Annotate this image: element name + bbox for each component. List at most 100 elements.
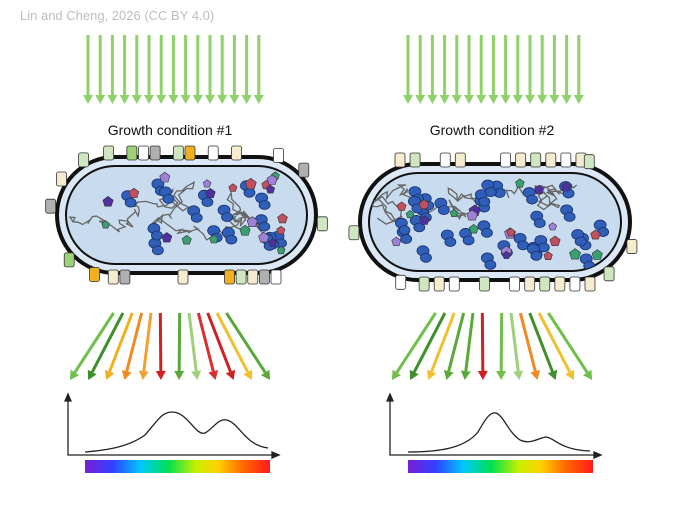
- membrane-protein: [454, 152, 466, 168]
- membrane-protein: [515, 152, 527, 168]
- ribosome: [420, 252, 432, 263]
- membrane-protein: [247, 269, 259, 285]
- protein: [590, 229, 601, 240]
- arrow-head: [260, 369, 271, 380]
- membrane-protein: [395, 274, 407, 290]
- arrow-head: [119, 95, 130, 104]
- arrow-head: [451, 95, 462, 104]
- arrow-head: [69, 369, 80, 380]
- protein: [266, 174, 278, 185]
- arrow-head: [138, 370, 149, 380]
- membrane-protein: [126, 145, 138, 161]
- membrane-protein: [569, 276, 581, 292]
- arrow-head: [525, 95, 535, 104]
- membrane-protein: [418, 276, 430, 292]
- arrow-head: [144, 95, 154, 104]
- membrane-protein: [177, 269, 189, 285]
- membrane-protein: [554, 276, 566, 292]
- protein: [268, 238, 278, 247]
- light-arrow: [196, 312, 215, 372]
- protein: [396, 201, 407, 211]
- ribosome: [478, 196, 491, 207]
- spectrum-curve: [84, 411, 269, 453]
- membrane-protein: [433, 276, 445, 292]
- protein: [159, 171, 171, 183]
- arrow-head: [241, 95, 252, 104]
- protein: [449, 208, 459, 217]
- protein: [591, 249, 603, 260]
- spectrum-bar: [85, 460, 270, 473]
- axis-arrow: [271, 451, 281, 459]
- axis-arrow: [386, 392, 394, 402]
- light-arrow: [464, 312, 475, 372]
- protein: [205, 188, 216, 198]
- axis-arrow: [64, 392, 72, 402]
- protein: [161, 232, 173, 243]
- ribosome: [221, 212, 233, 223]
- arrow-head: [192, 95, 203, 104]
- arrow-head: [582, 369, 593, 380]
- protein: [548, 222, 557, 231]
- membrane-protein: [439, 152, 451, 168]
- ribosome: [484, 187, 497, 197]
- spectrum-plot: [64, 392, 603, 473]
- ribosome: [201, 197, 214, 208]
- cell-membrane: [368, 172, 622, 272]
- arrow-head: [477, 370, 488, 380]
- membrane-protein: [258, 269, 270, 285]
- arrow-head: [104, 369, 115, 380]
- membrane-protein: [103, 145, 115, 161]
- light-arrow: [215, 312, 250, 373]
- light-arrow: [509, 312, 520, 372]
- arrow-head: [217, 95, 228, 104]
- membrane-protein: [479, 276, 490, 292]
- protein: [128, 187, 140, 198]
- membrane-protein: [231, 145, 242, 161]
- protein: [543, 251, 553, 261]
- membrane-protein: [270, 269, 282, 285]
- axis-arrow: [593, 451, 603, 459]
- cell-contents: [68, 171, 288, 256]
- arrow-head: [253, 95, 264, 104]
- ribosome: [400, 234, 413, 244]
- arrow-head: [243, 369, 253, 380]
- arrow-head: [156, 95, 167, 104]
- light-arrow: [206, 312, 232, 373]
- ribosome: [526, 194, 538, 205]
- arrow-head: [488, 95, 499, 104]
- ribosome: [574, 236, 587, 247]
- light-arrow: [108, 312, 134, 373]
- light-arrow: [430, 312, 456, 373]
- arrow-head: [83, 95, 93, 104]
- arrow-head: [549, 95, 560, 104]
- membrane-protein: [603, 266, 615, 282]
- light-arrow: [412, 312, 447, 373]
- panel-title: Growth condition #1: [108, 122, 233, 138]
- ribosome: [437, 205, 450, 216]
- membrane-protein: [448, 276, 460, 292]
- light-arrow: [90, 312, 125, 373]
- membrane-protein: [584, 276, 596, 292]
- membrane-protein: [235, 269, 247, 285]
- membrane-protein: [45, 198, 57, 214]
- ribosome: [537, 242, 550, 253]
- ribosome: [258, 221, 271, 232]
- membrane-protein: [89, 267, 100, 282]
- ribosome: [398, 225, 411, 236]
- arrow-head: [131, 95, 142, 104]
- membrane-protein: [63, 252, 75, 268]
- arrow-head: [439, 95, 450, 104]
- membrane-protein: [348, 225, 360, 241]
- light-arrow: [125, 312, 144, 372]
- light-arrow: [547, 312, 589, 374]
- membrane-protein: [138, 145, 149, 161]
- arrow-head: [168, 95, 179, 104]
- ribosome: [462, 235, 475, 246]
- protein: [391, 236, 402, 246]
- membrane-protein: [545, 152, 557, 168]
- ribosome: [225, 234, 238, 245]
- arrow-head: [443, 370, 454, 380]
- ribosome: [413, 222, 426, 233]
- protein: [228, 183, 238, 192]
- membrane-protein: [524, 276, 536, 292]
